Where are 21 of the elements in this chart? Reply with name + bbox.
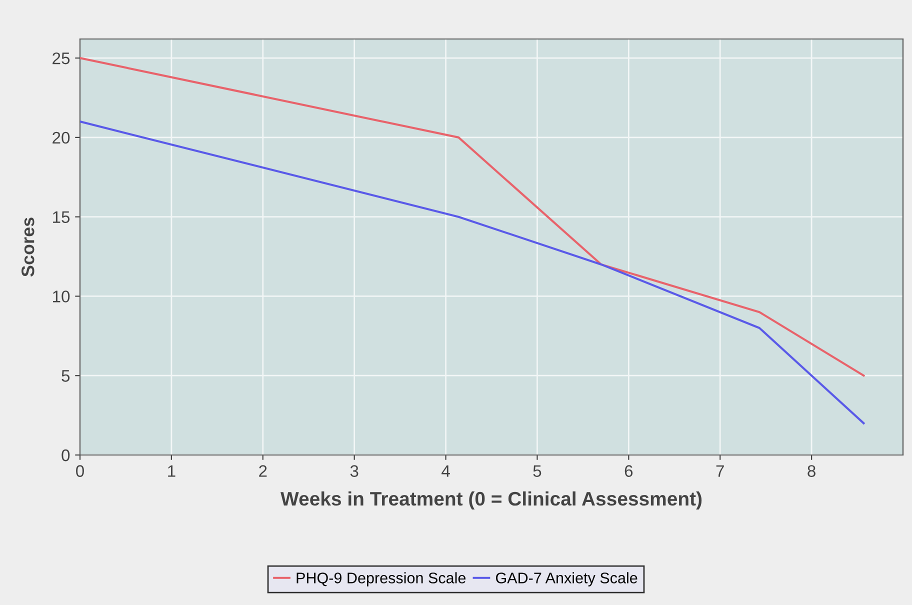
x-tick-label: 3 bbox=[350, 465, 358, 477]
x-tick-label: 5 bbox=[533, 465, 542, 477]
legend-label: PHQ-9 Depression Scale bbox=[296, 572, 466, 586]
x-tick-label: 8 bbox=[808, 465, 816, 477]
x-tick-label: 0 bbox=[76, 465, 84, 477]
x-tick-label: 4 bbox=[442, 465, 450, 477]
y-tick-label: 0 bbox=[62, 449, 70, 462]
y-axis-title: Scores bbox=[22, 218, 34, 277]
y-tick-label: 25 bbox=[52, 52, 70, 64]
y-tick-label: 5 bbox=[62, 370, 70, 382]
y-tick-label: 20 bbox=[52, 132, 70, 144]
x-tick-label: 1 bbox=[168, 465, 176, 477]
x-tick-label: 7 bbox=[716, 465, 724, 477]
y-tick-label: 15 bbox=[53, 211, 70, 224]
line-series bbox=[80, 120, 865, 424]
x-axis-title: Weeks in Treatment (0 = Clinical Assessment) bbox=[280, 491, 702, 510]
legend-label: GAD-7 Anxiety Scale bbox=[496, 572, 638, 586]
x-tick-label: 2 bbox=[259, 465, 267, 477]
y-tick-label: 10 bbox=[53, 290, 70, 302]
line-series bbox=[80, 57, 865, 377]
x-tick-label: 6 bbox=[624, 465, 633, 477]
